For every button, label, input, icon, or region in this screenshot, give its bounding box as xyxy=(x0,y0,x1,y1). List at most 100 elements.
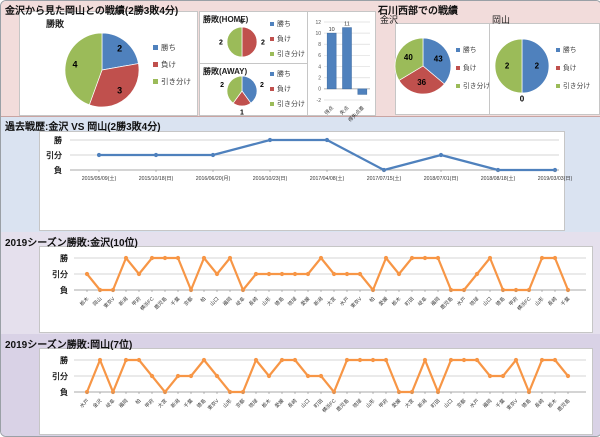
svg-text:東京V: 東京V xyxy=(505,397,520,412)
svg-text:負: 負 xyxy=(60,285,68,295)
svg-text:横浜FC: 横浜FC xyxy=(139,295,156,312)
svg-text:山形: 山形 xyxy=(533,295,545,307)
svg-text:2018/08/18(土): 2018/08/18(土) xyxy=(481,174,516,182)
svg-text:勝: 勝 xyxy=(60,253,69,263)
svg-text:勝ち: 勝ち xyxy=(463,45,477,54)
svg-text:2: 2 xyxy=(535,62,540,71)
svg-text:2: 2 xyxy=(219,40,223,47)
west-kanazawa-pie-chart: 43 36 40 勝ち 負け 引き分け xyxy=(394,23,490,115)
svg-text:2015/10/18(日): 2015/10/18(日) xyxy=(139,175,174,182)
svg-text:6: 6 xyxy=(318,53,321,59)
home-pie-title: 勝敗(HOME) xyxy=(203,15,249,24)
svg-text:町田: 町田 xyxy=(404,296,415,307)
svg-text:琉球: 琉球 xyxy=(468,295,480,307)
svg-text:勝ち: 勝ち xyxy=(563,45,577,54)
svg-text:10: 10 xyxy=(329,27,335,33)
svg-text:失点: 失点 xyxy=(338,104,350,116)
svg-text:引き分け: 引き分け xyxy=(463,81,490,90)
svg-text:山口: 山口 xyxy=(299,397,311,409)
svg-text:栃木: 栃木 xyxy=(390,295,402,307)
svg-text:0: 0 xyxy=(520,95,525,104)
svg-text:新潟: 新潟 xyxy=(169,397,181,409)
svg-text:引き分け: 引き分け xyxy=(277,99,305,108)
svg-text:愛媛: 愛媛 xyxy=(273,397,285,409)
svg-text:山形: 山形 xyxy=(260,295,272,307)
svg-text:柏: 柏 xyxy=(199,295,207,303)
svg-text:町田: 町田 xyxy=(430,398,441,409)
svg-text:甲府: 甲府 xyxy=(143,397,155,409)
svg-text:負け: 負け xyxy=(161,59,176,69)
svg-text:勝ち: 勝ち xyxy=(277,69,291,78)
svg-text:長崎: 長崎 xyxy=(247,295,259,307)
svg-text:鹿児島: 鹿児島 xyxy=(153,295,169,311)
svg-text:福岡: 福岡 xyxy=(117,397,129,409)
home-record-pie-chart: 勝敗(HOME) 0 2 2 勝ち 負け 引き分け xyxy=(199,11,309,64)
svg-text:東京V: 東京V xyxy=(349,295,364,310)
goals-bar-chart: 12 10 8 6 4 2 0 -2 10 得点 11 失点 得失点差 xyxy=(307,11,376,124)
svg-text:柏: 柏 xyxy=(134,397,142,405)
svg-text:山口: 山口 xyxy=(208,295,220,307)
svg-text:大宮: 大宮 xyxy=(325,295,337,307)
away-record-pie-chart: 勝敗(AWAY) 2 1 2 勝ち 負け 引き分け xyxy=(199,63,309,117)
h2h-history-line-chart: 勝引分負 2015/05/09(土) 2015/10/18(日) 2016/06/20… xyxy=(39,131,573,231)
svg-text:水戸: 水戸 xyxy=(468,397,480,409)
svg-text:大宮: 大宮 xyxy=(156,397,168,409)
svg-text:琉球: 琉球 xyxy=(351,397,363,409)
svg-text:負け: 負け xyxy=(563,63,577,72)
overall-pie-title: 勝敗 xyxy=(46,19,65,29)
svg-text:引分: 引分 xyxy=(46,150,62,160)
summary-section-title: 金沢から見た岡山との戦績(2勝3敗4分) xyxy=(5,6,179,17)
svg-text:町田: 町田 xyxy=(313,398,324,409)
svg-text:引き分け: 引き分け xyxy=(161,77,191,86)
svg-text:横浜FC: 横浜FC xyxy=(321,397,338,414)
svg-text:40: 40 xyxy=(404,53,413,62)
svg-text:勝ち: 勝ち xyxy=(277,19,291,28)
svg-text:12: 12 xyxy=(315,20,321,26)
svg-text:京都: 京都 xyxy=(455,397,467,409)
svg-text:岐阜: 岐阜 xyxy=(104,397,116,409)
season-kanazawa-title: 2019シーズン勝敗:金沢(10位) xyxy=(5,238,138,249)
svg-text:新潟: 新潟 xyxy=(312,295,324,307)
svg-text:鹿児島: 鹿児島 xyxy=(556,397,572,413)
svg-text:4: 4 xyxy=(318,64,321,70)
svg-text:引き分け: 引き分け xyxy=(563,81,590,90)
west-section-title: 石川西部での戦績 xyxy=(378,6,458,17)
svg-text:引分: 引分 xyxy=(52,371,68,381)
svg-text:3: 3 xyxy=(117,85,122,95)
svg-text:負: 負 xyxy=(54,165,62,175)
svg-text:負け: 負け xyxy=(277,34,291,43)
svg-text:2016/10/23(日): 2016/10/23(日) xyxy=(253,175,288,182)
svg-text:長崎: 長崎 xyxy=(286,397,298,409)
svg-text:東京V: 東京V xyxy=(206,397,221,412)
svg-text:水戸: 水戸 xyxy=(78,397,90,409)
svg-text:金沢: 金沢 xyxy=(91,397,103,409)
svg-text:負: 負 xyxy=(60,387,68,397)
svg-text:福岡: 福岡 xyxy=(481,397,493,409)
svg-text:愛媛: 愛媛 xyxy=(377,295,389,307)
svg-text:勝ち: 勝ち xyxy=(161,42,176,52)
svg-text:岐阜: 岐阜 xyxy=(234,295,246,307)
svg-text:琉球: 琉球 xyxy=(247,397,259,409)
svg-text:勝: 勝 xyxy=(54,135,63,145)
svg-text:引き分け: 引き分け xyxy=(277,49,305,58)
svg-text:43: 43 xyxy=(434,54,443,63)
svg-text:栃木: 栃木 xyxy=(78,295,90,307)
svg-text:愛媛: 愛媛 xyxy=(390,397,402,409)
svg-text:千葉: 千葉 xyxy=(182,397,194,409)
svg-text:長崎: 長崎 xyxy=(533,397,545,409)
svg-text:8: 8 xyxy=(318,42,321,48)
svg-text:2019/03/03(日): 2019/03/03(日) xyxy=(538,175,573,182)
overall-record-pie-chart: 勝敗 2 3 4 勝ち 負け 引き分け xyxy=(19,11,198,116)
svg-text:岐阜: 岐阜 xyxy=(416,295,428,307)
svg-text:2: 2 xyxy=(505,62,510,71)
svg-text:愛媛: 愛媛 xyxy=(299,295,311,307)
svg-text:福岡: 福岡 xyxy=(221,295,233,307)
svg-text:鹿児島: 鹿児島 xyxy=(335,397,351,413)
svg-text:2017/04/08(土): 2017/04/08(土) xyxy=(310,174,345,182)
west-kanazawa-label: 金沢 xyxy=(380,15,399,25)
svg-text:千葉: 千葉 xyxy=(169,295,181,307)
svg-text:鹿児島: 鹿児島 xyxy=(439,295,455,311)
svg-text:京都: 京都 xyxy=(234,397,246,409)
svg-text:新潟: 新潟 xyxy=(117,295,129,307)
